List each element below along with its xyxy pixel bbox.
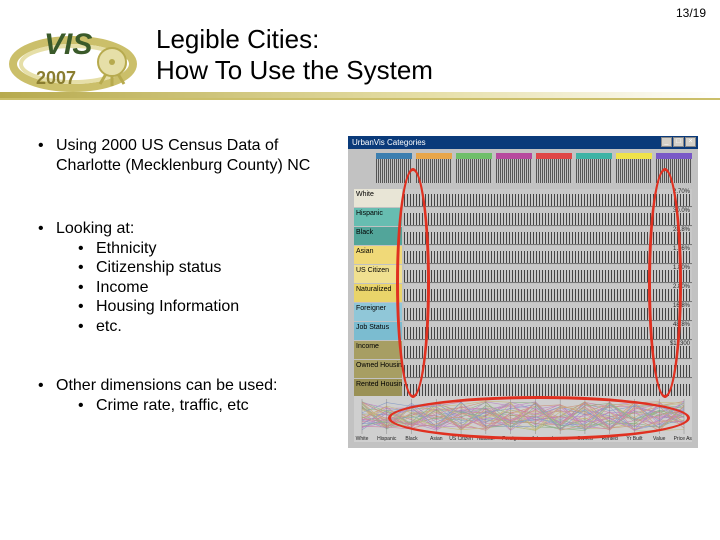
annotation-ellipse — [396, 168, 430, 398]
bullet-dot-icon: • — [78, 396, 96, 416]
sub-bullet: •Income — [78, 278, 338, 298]
bullet-dot-icon: • — [78, 239, 96, 259]
overview-cell — [576, 153, 612, 183]
sub-bullet-text: Crime rate, traffic, etc — [96, 396, 338, 416]
bullet-1-text: Using 2000 US Census Data of Charlotte (… — [56, 136, 338, 175]
category-barchart — [404, 360, 692, 378]
bullet-dot-icon: • — [38, 136, 56, 175]
vis-logo: VIS 2007 — [8, 14, 138, 92]
bullet-2: • Looking at: •Ethnicity•Citizenship sta… — [38, 219, 338, 336]
bullet-3-text: Other dimensions can be used: •Crime rat… — [56, 376, 338, 415]
sub-bullet: •Citizenship status — [78, 258, 338, 278]
sub-bullet: •Ethnicity — [78, 239, 338, 259]
category-label: Naturalized — [354, 284, 402, 302]
svg-text:Asian: Asian — [430, 436, 443, 442]
sub-bullet-text: Citizenship status — [96, 258, 338, 278]
sub-bullet-text: Income — [96, 278, 338, 298]
slide-header: VIS 2007 Legible Cities: How To Use the … — [0, 0, 720, 100]
category-label: Income — [354, 341, 402, 359]
overview-cell — [416, 153, 452, 183]
window-title-text: UrbanVis Categories — [352, 138, 426, 147]
category-barchart — [404, 379, 692, 397]
bullet-dot-icon: • — [78, 278, 96, 298]
window-controls: _ □ × — [661, 137, 696, 147]
overview-cell — [456, 153, 492, 183]
category-barchart: 30.0% — [404, 208, 692, 226]
svg-text:Hispanic: Hispanic — [377, 436, 397, 442]
title-line-1: Legible Cities: — [156, 24, 433, 55]
category-label: Job Status — [354, 322, 402, 340]
annotation-ellipse — [648, 168, 682, 398]
annotation-ellipse — [388, 396, 690, 440]
bullet-3-label: Other dimensions can be used: — [56, 376, 338, 396]
svg-text:Value: Value — [653, 436, 666, 442]
category-label: Owned Housing — [354, 360, 402, 378]
bullet-dot-icon: • — [78, 317, 96, 337]
slide-content: • Using 2000 US Census Data of Charlotte… — [0, 128, 720, 528]
svg-text:Price Ask: Price Ask — [674, 436, 692, 442]
bullet-list: • Using 2000 US Census Data of Charlotte… — [38, 136, 338, 415]
bullet-2-label: Looking at: — [56, 219, 338, 239]
maximize-icon: □ — [673, 137, 684, 147]
title-line-2: How To Use the System — [156, 55, 433, 86]
screenshot-figure: UrbanVis Categories _ □ × White2.70%Hisp… — [348, 136, 698, 448]
bullet-dot-icon: • — [38, 219, 56, 336]
header-divider — [0, 92, 720, 98]
overview-cell — [496, 153, 532, 183]
sub-bullet-text: Housing Information — [96, 297, 338, 317]
bullet-dot-icon: • — [78, 297, 96, 317]
window-titlebar: UrbanVis Categories _ □ × — [348, 136, 698, 149]
category-label: Asian — [354, 246, 402, 264]
category-barchart: 2.70% — [404, 189, 692, 207]
category-barchart: $12300 — [404, 341, 692, 359]
category-label: Black — [354, 227, 402, 245]
sub-bullet: •etc. — [78, 317, 338, 337]
svg-text:VIS: VIS — [44, 28, 92, 61]
svg-text:Black: Black — [405, 436, 418, 442]
minimize-icon: _ — [661, 137, 672, 147]
svg-text:White: White — [356, 436, 369, 442]
bullet-dot-icon: • — [38, 376, 56, 415]
bullet-2-text: Looking at: •Ethnicity•Citizenship statu… — [56, 219, 338, 336]
sub-bullet: •Crime rate, traffic, etc — [78, 396, 338, 416]
bullet-dot-icon: • — [78, 258, 96, 278]
overview-cell — [616, 153, 652, 183]
category-label: US Citizen — [354, 265, 402, 283]
sub-bullet-text: etc. — [96, 317, 338, 337]
bullet-3: • Other dimensions can be used: •Crime r… — [38, 376, 338, 415]
close-icon: × — [685, 137, 696, 147]
category-label: Foreigner — [354, 303, 402, 321]
category-label: Hispanic — [354, 208, 402, 226]
logo-year: 2007 — [36, 68, 76, 88]
overview-cell — [536, 153, 572, 183]
bullet-1: • Using 2000 US Census Data of Charlotte… — [38, 136, 338, 175]
sub-bullet: •Housing Information — [78, 297, 338, 317]
overview-row — [376, 153, 692, 183]
slide-title: Legible Cities: How To Use the System — [156, 24, 433, 85]
svg-text:Yr Built: Yr Built — [626, 436, 643, 442]
category-label: White — [354, 189, 402, 207]
sub-bullet-text: Ethnicity — [96, 239, 338, 259]
category-label: Rented Housing — [354, 379, 402, 397]
